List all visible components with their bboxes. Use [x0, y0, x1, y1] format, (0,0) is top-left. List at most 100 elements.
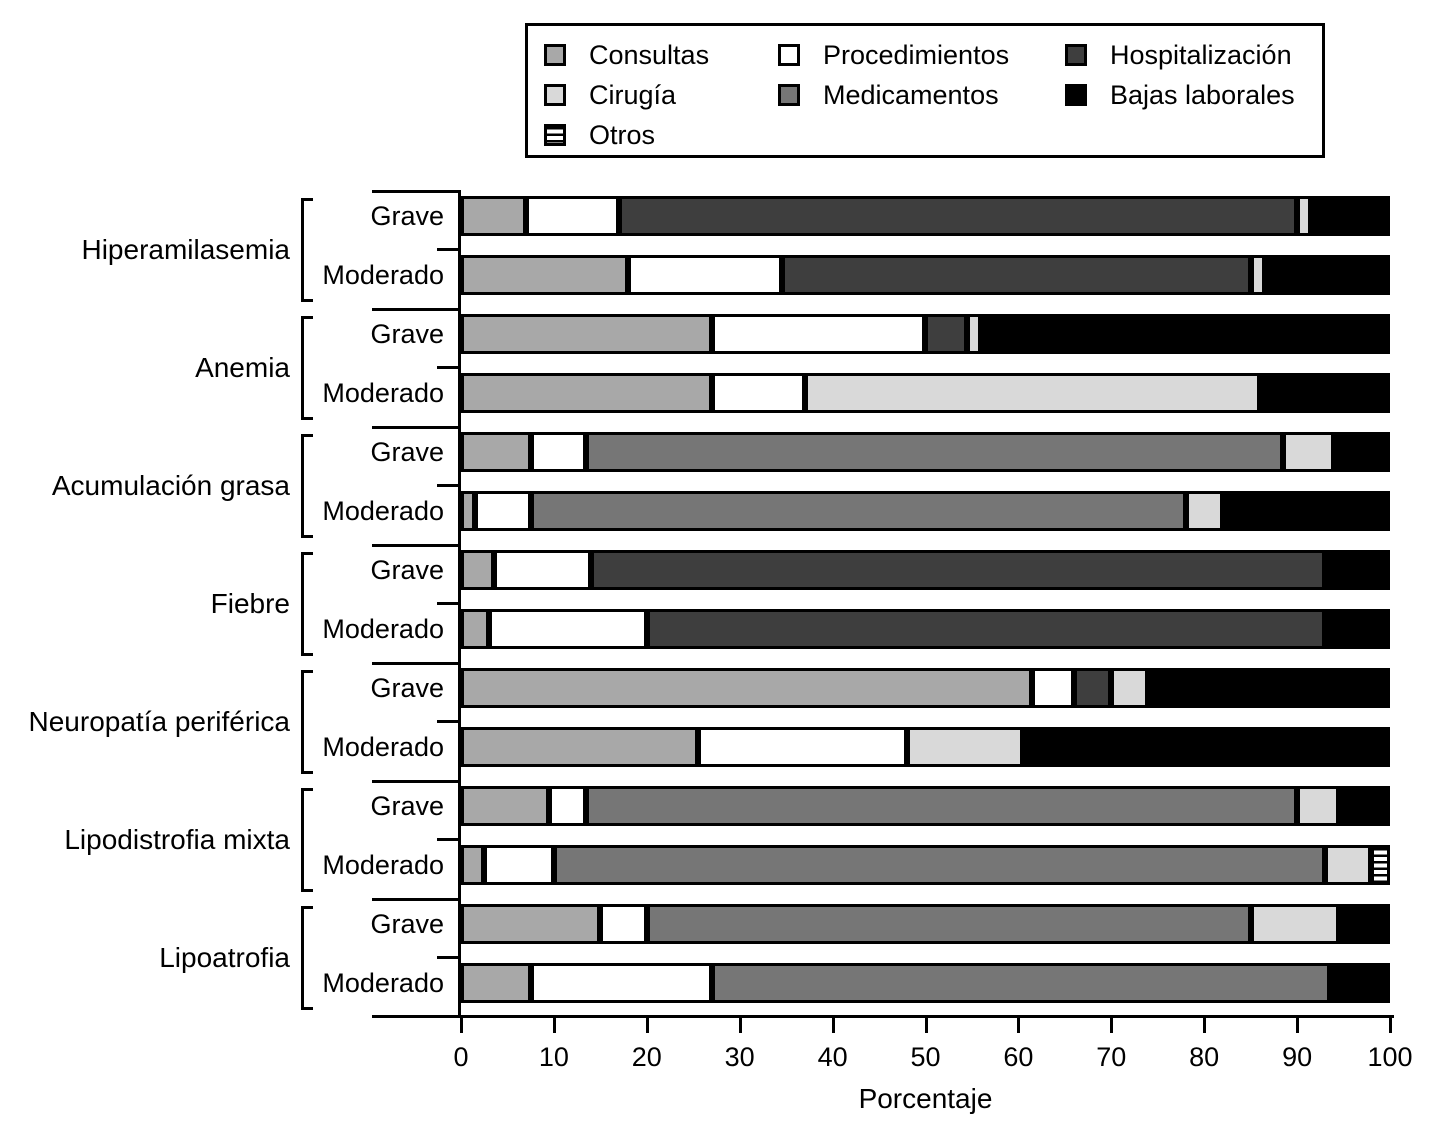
group-bracket [301, 198, 313, 302]
group-label: Hiperamilasemia [81, 234, 290, 265]
severity-label: Moderado [322, 378, 444, 408]
group-bracket [301, 434, 313, 538]
severity-label: Grave [370, 791, 444, 821]
bar-segment [530, 432, 587, 472]
x-axis-tick [924, 1018, 928, 1033]
severity-label: Moderado [322, 850, 444, 880]
severity-label: Grave [370, 437, 444, 467]
bar-segment [1324, 550, 1390, 590]
legend-swatch-icon [1065, 84, 1087, 106]
legend-label: Consultas [589, 39, 710, 70]
legend-item: Medicamentos [778, 75, 1009, 115]
legend-item: Consultas [544, 35, 709, 75]
bar-row [461, 786, 1390, 826]
group-label: Neuropatía periférica [28, 706, 290, 737]
bar-segment [461, 727, 698, 767]
bar-segment [1250, 904, 1339, 944]
group-bracket [301, 788, 313, 892]
bar-segment [1264, 255, 1390, 295]
group-label: Lipodistrofia mixta [64, 824, 290, 855]
bar-segment [1222, 491, 1390, 531]
bar-row [461, 609, 1390, 649]
legend-label: Medicamentos [823, 79, 999, 110]
group-bracket [301, 670, 313, 774]
legend-column: Consultas Cirugía Otros [544, 35, 709, 155]
bar-segment [600, 904, 647, 944]
severity-label: Moderado [322, 614, 444, 644]
bar-row [461, 314, 1390, 354]
bar-segment [493, 550, 592, 590]
x-axis-tick-label: 0 [453, 1042, 469, 1072]
bar-segment [646, 609, 1325, 649]
bar-segment [804, 373, 1260, 413]
bar-segment [461, 255, 629, 295]
bar-segment [1297, 196, 1311, 236]
severity-label: Moderado [322, 968, 444, 998]
x-axis-line [372, 1015, 1394, 1018]
bar-segment [1032, 668, 1075, 708]
bar-segment [1371, 845, 1390, 885]
bar-segment [618, 196, 1298, 236]
legend-swatch-icon [1065, 44, 1087, 66]
x-axis-tick-label: 90 [1282, 1042, 1313, 1072]
bar-segment [591, 550, 1325, 590]
bar-segment [1185, 491, 1223, 531]
y-axis-major-tick [372, 662, 461, 665]
legend-swatch-icon [544, 44, 566, 66]
y-axis-minor-tick [437, 602, 461, 605]
severity-label: Moderado [322, 496, 444, 526]
bar-row [461, 550, 1390, 590]
y-axis-major-tick [372, 544, 461, 547]
bar-segment [1324, 609, 1390, 649]
severity-label: Grave [370, 555, 444, 585]
bar-row [461, 491, 1390, 531]
severity-label: Moderado [322, 732, 444, 762]
y-axis-major-tick [372, 898, 461, 901]
bar-segment [1023, 727, 1390, 767]
bar-row [461, 432, 1390, 472]
bar-segment [711, 963, 1330, 1003]
severity-label: Grave [370, 909, 444, 939]
bar-segment [530, 491, 1186, 531]
y-axis-minor-tick [437, 956, 461, 959]
bar-segment [711, 314, 926, 354]
legend-label: Hospitalización [1110, 39, 1292, 70]
legend-item: Otros [544, 115, 709, 155]
bar-segment [530, 963, 712, 1003]
bar-segment [474, 491, 531, 531]
bar-segment [1297, 786, 1339, 826]
bar-segment [488, 609, 647, 649]
group-label: Anemia [195, 352, 290, 383]
legend-label: Cirugía [589, 79, 677, 110]
x-axis-tick [1017, 1018, 1021, 1033]
severity-label: Grave [370, 319, 444, 349]
x-axis-tick-label: 20 [631, 1042, 662, 1072]
legend-label: Otros [589, 119, 656, 150]
bar-segment [1338, 786, 1390, 826]
bar-segment [981, 314, 1390, 354]
bar-segment [781, 255, 1251, 295]
x-axis-tick-label: 50 [910, 1042, 941, 1072]
legend: Consultas Cirugía Otros Procedimientos Medic… [525, 23, 1325, 158]
group-label: Fiebre [210, 588, 290, 619]
y-axis-major-tick [372, 190, 461, 193]
group-label: Acumulación grasa [51, 470, 290, 501]
bar-segment [484, 845, 554, 885]
bar-segment [925, 314, 968, 354]
bar-segment [1111, 668, 1149, 708]
y-axis-minor-tick [437, 838, 461, 841]
legend-column: Hospitalización Bajas laborales [1065, 35, 1295, 115]
bar-row [461, 668, 1390, 708]
bar-segment [1283, 432, 1335, 472]
legend-swatch-icon [778, 44, 800, 66]
bar-segment [906, 727, 1024, 767]
bar-segment [461, 845, 485, 885]
bar-segment [628, 255, 782, 295]
x-axis-tick-label: 10 [538, 1042, 569, 1072]
bar-segment [461, 904, 601, 944]
x-axis-title: Porcentaje [858, 1083, 993, 1114]
bar-segment [461, 432, 531, 472]
bar-segment [646, 904, 1251, 944]
